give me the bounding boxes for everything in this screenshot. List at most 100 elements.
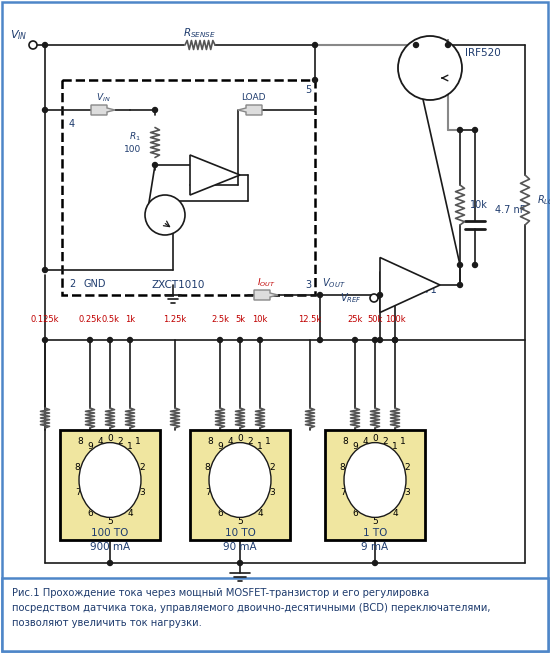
Text: 100 TO
900 mA: 100 TO 900 mA	[90, 528, 130, 552]
Text: −: −	[192, 178, 204, 191]
Circle shape	[317, 293, 322, 298]
Text: Рис.1 Прохождение тока через мощный MOSFET-транзистор и его регулировка
посредст: Рис.1 Прохождение тока через мощный MOSF…	[12, 588, 491, 628]
Text: 6: 6	[217, 509, 223, 518]
Text: 7: 7	[205, 488, 211, 498]
Text: IRF520: IRF520	[465, 48, 500, 58]
Circle shape	[238, 338, 243, 343]
Text: 8: 8	[342, 438, 348, 447]
Text: $V_{IN}$: $V_{IN}$	[10, 28, 28, 42]
Text: 3: 3	[140, 488, 145, 498]
Bar	[325, 430, 425, 540]
Text: 5: 5	[305, 85, 311, 95]
Circle shape	[393, 338, 398, 343]
Circle shape	[145, 195, 185, 235]
Text: 4: 4	[97, 438, 103, 447]
Text: +: +	[382, 291, 394, 305]
Text: 10k: 10k	[252, 315, 268, 325]
Polygon shape	[254, 290, 278, 300]
Circle shape	[217, 338, 223, 343]
Circle shape	[372, 560, 377, 565]
Text: 1: 1	[127, 441, 133, 451]
Text: 0: 0	[107, 434, 113, 443]
Circle shape	[372, 338, 377, 343]
Text: $R_{SENSE}$: $R_{SENSE}$	[184, 26, 217, 40]
Text: 1: 1	[135, 438, 141, 447]
Text: 1: 1	[265, 438, 271, 447]
Text: 0.125k: 0.125k	[31, 315, 59, 325]
Circle shape	[398, 36, 462, 100]
Circle shape	[152, 163, 157, 168]
Text: 3: 3	[404, 488, 410, 498]
Circle shape	[42, 268, 47, 272]
Bar	[62, 80, 315, 295]
Text: −: −	[382, 265, 394, 279]
Circle shape	[312, 78, 317, 82]
Circle shape	[414, 42, 419, 48]
Text: 1: 1	[257, 441, 263, 451]
Text: 2: 2	[117, 438, 123, 447]
Text: 10k: 10k	[470, 200, 488, 210]
Circle shape	[393, 338, 398, 343]
Text: 1 TO
9 mA: 1 TO 9 mA	[361, 528, 388, 552]
Bar	[190, 430, 290, 540]
Text: 9: 9	[352, 441, 358, 451]
Text: 2: 2	[247, 438, 253, 447]
Text: 4: 4	[69, 119, 75, 129]
Text: $I_{OUT}$: $I_{OUT}$	[257, 277, 275, 289]
Circle shape	[238, 560, 243, 565]
Circle shape	[128, 338, 133, 343]
Circle shape	[377, 293, 382, 298]
Text: 7: 7	[75, 488, 80, 498]
Text: 100: 100	[124, 145, 141, 154]
Circle shape	[317, 338, 322, 343]
Text: 0: 0	[237, 434, 243, 443]
Text: 4.7 nF: 4.7 nF	[495, 205, 525, 215]
Text: 8: 8	[340, 462, 345, 471]
Text: ZXCT1010: ZXCT1010	[152, 280, 205, 290]
Polygon shape	[91, 105, 115, 115]
Text: 5: 5	[237, 517, 243, 526]
Text: 25k: 25k	[347, 315, 362, 325]
Text: 2: 2	[270, 462, 275, 471]
Text: 1k: 1k	[125, 315, 135, 325]
Ellipse shape	[209, 443, 271, 517]
Text: 4: 4	[257, 509, 263, 518]
Text: 4: 4	[392, 509, 398, 518]
Text: 5k: 5k	[235, 315, 245, 325]
Text: 0.25k: 0.25k	[78, 315, 102, 325]
Ellipse shape	[344, 443, 406, 517]
Text: 0.5k: 0.5k	[101, 315, 119, 325]
Text: 8: 8	[207, 438, 213, 447]
Circle shape	[458, 263, 463, 268]
Text: 2: 2	[404, 462, 410, 471]
Polygon shape	[238, 105, 262, 115]
Text: 9: 9	[87, 441, 93, 451]
Text: TLC271: TLC271	[400, 285, 436, 295]
Polygon shape	[380, 257, 440, 313]
Circle shape	[370, 294, 378, 302]
Text: $V_{OUT}$: $V_{OUT}$	[322, 276, 345, 290]
Circle shape	[29, 41, 37, 49]
Circle shape	[152, 108, 157, 112]
Text: 4: 4	[127, 509, 133, 518]
Text: 2: 2	[382, 438, 388, 447]
Circle shape	[257, 338, 262, 343]
Text: 5: 5	[372, 517, 378, 526]
Text: 8: 8	[205, 462, 211, 471]
Circle shape	[446, 42, 450, 48]
Text: LOAD: LOAD	[241, 93, 265, 103]
Text: 10 TO
90 mA: 10 TO 90 mA	[223, 528, 257, 552]
Text: 2: 2	[69, 279, 75, 289]
Circle shape	[87, 338, 92, 343]
Text: 50k: 50k	[367, 315, 383, 325]
Circle shape	[107, 338, 113, 343]
Bar	[60, 430, 160, 540]
Circle shape	[458, 127, 463, 133]
Text: 6: 6	[352, 509, 358, 518]
Text: 1: 1	[400, 438, 406, 447]
Text: 7: 7	[340, 488, 345, 498]
Text: 1.25k: 1.25k	[163, 315, 186, 325]
Text: 2: 2	[140, 462, 145, 471]
Circle shape	[472, 127, 477, 133]
Circle shape	[377, 338, 382, 343]
